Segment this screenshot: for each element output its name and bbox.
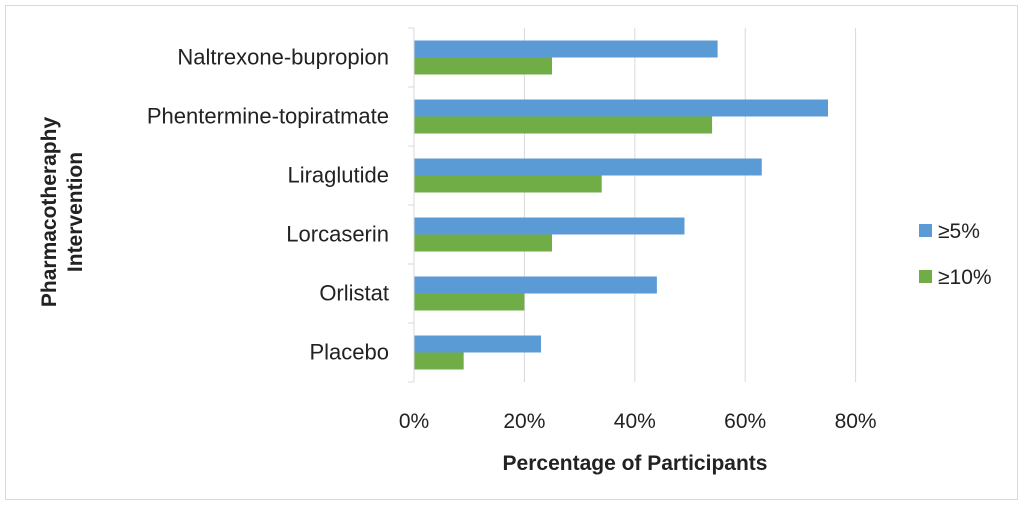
bar-10pct — [414, 175, 602, 193]
bar-10pct — [414, 57, 552, 75]
bar-5pct — [414, 276, 657, 294]
y-axis-title: Pharmacotheraphy Intervention — [38, 117, 87, 308]
bar-5pct — [414, 158, 762, 176]
bar-5pct — [414, 40, 718, 58]
x-axis-title: Percentage of Participants — [503, 452, 768, 475]
y-axis-title-line-2: Intervention — [64, 152, 87, 272]
bar-5pct — [414, 217, 685, 235]
category-label: Lorcaserin — [286, 222, 389, 247]
bar-10pct — [414, 293, 525, 311]
legend-label-5pct: ≥5% — [938, 220, 980, 243]
gridlines — [523, 28, 857, 382]
x-tick-labels: 0% 20% 40% 60% 80% — [399, 410, 877, 433]
category-label: Orlistat — [319, 281, 389, 306]
x-tick-label: 20% — [503, 410, 545, 433]
x-tick-label: 0% — [399, 410, 429, 433]
category-label: Liraglutide — [287, 163, 389, 188]
chart-frame — [5, 5, 1018, 500]
legend-label-10pct: ≥10% — [938, 266, 992, 289]
category-label: Naltrexone-bupropion — [177, 45, 389, 70]
x-tick-label: 60% — [724, 410, 766, 433]
category-label: Phentermine-topiratmate — [147, 104, 389, 129]
category-axis — [408, 27, 415, 383]
legend-swatch-10pct — [919, 270, 932, 283]
bar-5pct — [414, 335, 541, 353]
bar-10pct — [414, 352, 464, 370]
legend: ≥5% ≥10% — [919, 220, 992, 289]
x-tick-label: 40% — [614, 410, 656, 433]
category-labels: Naltrexone-bupropion Phentermine-topiratm… — [147, 45, 389, 365]
bar-10pct — [414, 234, 552, 252]
bar-5pct — [414, 99, 828, 117]
legend-swatch-5pct — [919, 224, 932, 237]
bars — [414, 40, 828, 370]
category-label: Placebo — [309, 340, 389, 365]
x-tick-label: 80% — [835, 410, 877, 433]
y-axis-title-line-1: Pharmacotheraphy — [38, 117, 61, 308]
bar-10pct — [414, 116, 713, 134]
